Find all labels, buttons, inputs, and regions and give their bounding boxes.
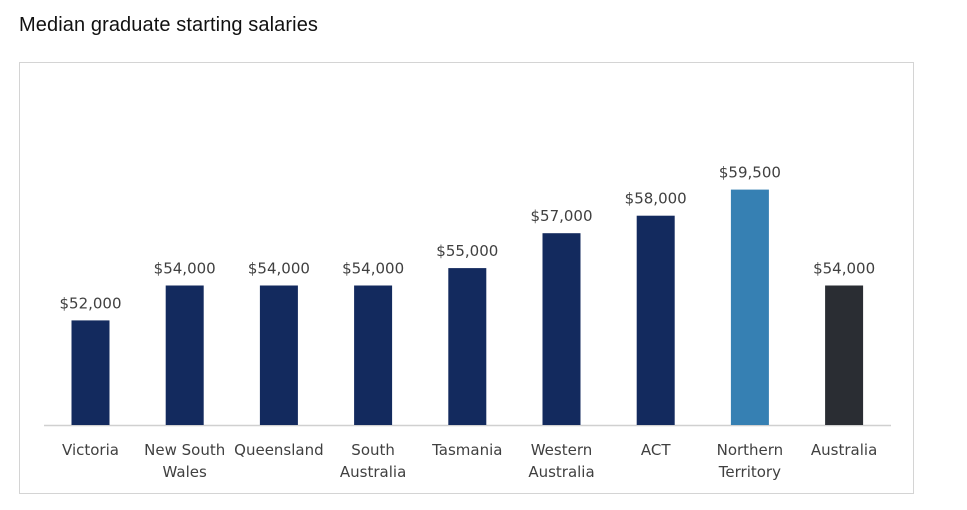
bar-5 bbox=[542, 233, 581, 425]
value-label-8: $54,000 bbox=[813, 260, 875, 278]
value-label-5: $57,000 bbox=[530, 207, 592, 225]
value-label-7: $59,500 bbox=[719, 164, 781, 182]
category-label-0: Victoria bbox=[62, 441, 119, 459]
bar-7 bbox=[730, 189, 769, 425]
bar-0 bbox=[71, 320, 110, 425]
category-label-3: South Australia bbox=[340, 441, 406, 481]
category-label-4: Tasmania bbox=[431, 441, 502, 459]
category-label-6: ACT bbox=[641, 441, 671, 459]
value-label-6: $58,000 bbox=[625, 190, 687, 208]
value-label-4: $55,000 bbox=[436, 242, 498, 260]
bar-1 bbox=[165, 285, 204, 425]
chart-frame: $52,000 Victoria $54,000 New South Wales $54,… bbox=[19, 62, 914, 494]
bar-8 bbox=[825, 285, 864, 425]
category-label-5: Western Australia bbox=[528, 441, 594, 481]
bar-chart: $52,000 Victoria $54,000 New South Wales $54,… bbox=[44, 164, 891, 481]
category-label-8: Australia bbox=[811, 441, 877, 459]
bar-3 bbox=[354, 285, 393, 425]
category-label-1: New South Wales bbox=[144, 441, 225, 481]
value-label-3: $54,000 bbox=[342, 260, 404, 278]
bar-2 bbox=[259, 285, 298, 425]
chart-title: Median graduate starting salaries bbox=[19, 14, 319, 36]
value-label-2: $54,000 bbox=[248, 260, 310, 278]
bar-4 bbox=[448, 268, 487, 425]
bar-6 bbox=[636, 215, 675, 425]
category-label-7: Northern Territory bbox=[717, 441, 784, 481]
value-label-1: $54,000 bbox=[154, 260, 216, 278]
value-label-0: $52,000 bbox=[59, 294, 121, 312]
category-label-2: Queensland bbox=[234, 441, 323, 459]
